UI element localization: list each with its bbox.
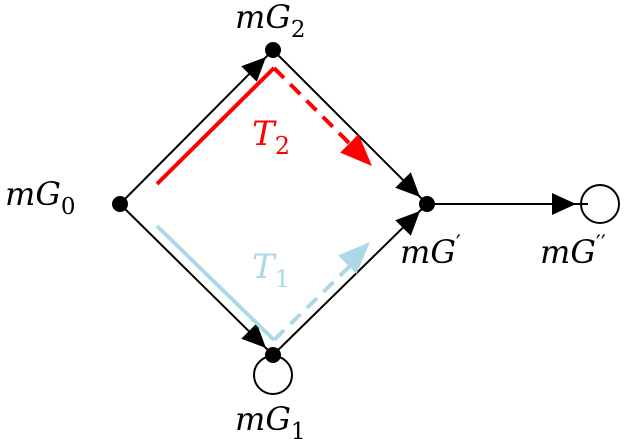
label-t2-base: T — [252, 114, 277, 154]
node-g1 — [265, 347, 281, 363]
arrowhead-gprime-gdoubleprime — [552, 193, 576, 215]
label-t1-base: T — [252, 247, 277, 287]
label-g2-base: mG — [235, 0, 291, 36]
label-g0: mG0 — [5, 175, 76, 220]
label-t2: T2 — [252, 114, 290, 160]
arrowhead-g2-gprime — [395, 172, 420, 197]
nodes — [112, 42, 435, 363]
label-gdoubleprime-base: mG — [540, 233, 596, 271]
path-t2-dashed — [272, 66, 357, 151]
path-t1-solid — [155, 224, 276, 342]
edge-arrowheads — [241, 57, 576, 348]
node-g0 — [112, 196, 128, 212]
label-gdoubleprime: mG′′ — [540, 232, 606, 271]
label-g1: mG1 — [235, 400, 306, 445]
label-gdoubleprime-prime: ′′ — [596, 232, 606, 257]
label-g2-sub: 2 — [291, 17, 306, 43]
label-g0-base: mG — [5, 175, 61, 213]
label-g1-base: mG — [235, 400, 291, 438]
label-g0-sub: 0 — [61, 194, 76, 220]
edge-g0-g1 — [119, 203, 274, 356]
label-gprime-prime: ′ — [456, 232, 461, 257]
label-t1: T1 — [252, 247, 290, 293]
path-t1 — [155, 224, 370, 342]
label-gprime: mG′ — [400, 232, 461, 271]
path-t2-solid — [155, 66, 276, 186]
self-loop-gdoubleprime — [580, 184, 620, 224]
edge-g0-g2 — [119, 49, 274, 205]
label-gprime-base: mG — [400, 233, 456, 271]
label-t1-sub: 1 — [275, 265, 290, 293]
edge-g2-gprime — [272, 49, 428, 205]
arrowhead-g1-gprime — [395, 211, 420, 236]
path-t1-dashed — [272, 262, 354, 342]
node-gprime — [419, 196, 435, 212]
path-t2-arrowhead — [340, 134, 372, 166]
label-t2-sub: 2 — [275, 132, 290, 160]
path-t1-arrowhead — [338, 242, 370, 274]
path-t2 — [155, 66, 372, 186]
label-g1-sub: 1 — [291, 419, 306, 445]
arrowhead-g0-g2 — [241, 57, 266, 82]
arrowhead-g0-g1 — [241, 323, 266, 348]
node-g2 — [265, 42, 281, 58]
edges — [119, 49, 588, 356]
label-g2: mG2 — [235, 0, 306, 43]
edge-g1-gprime — [272, 203, 428, 356]
